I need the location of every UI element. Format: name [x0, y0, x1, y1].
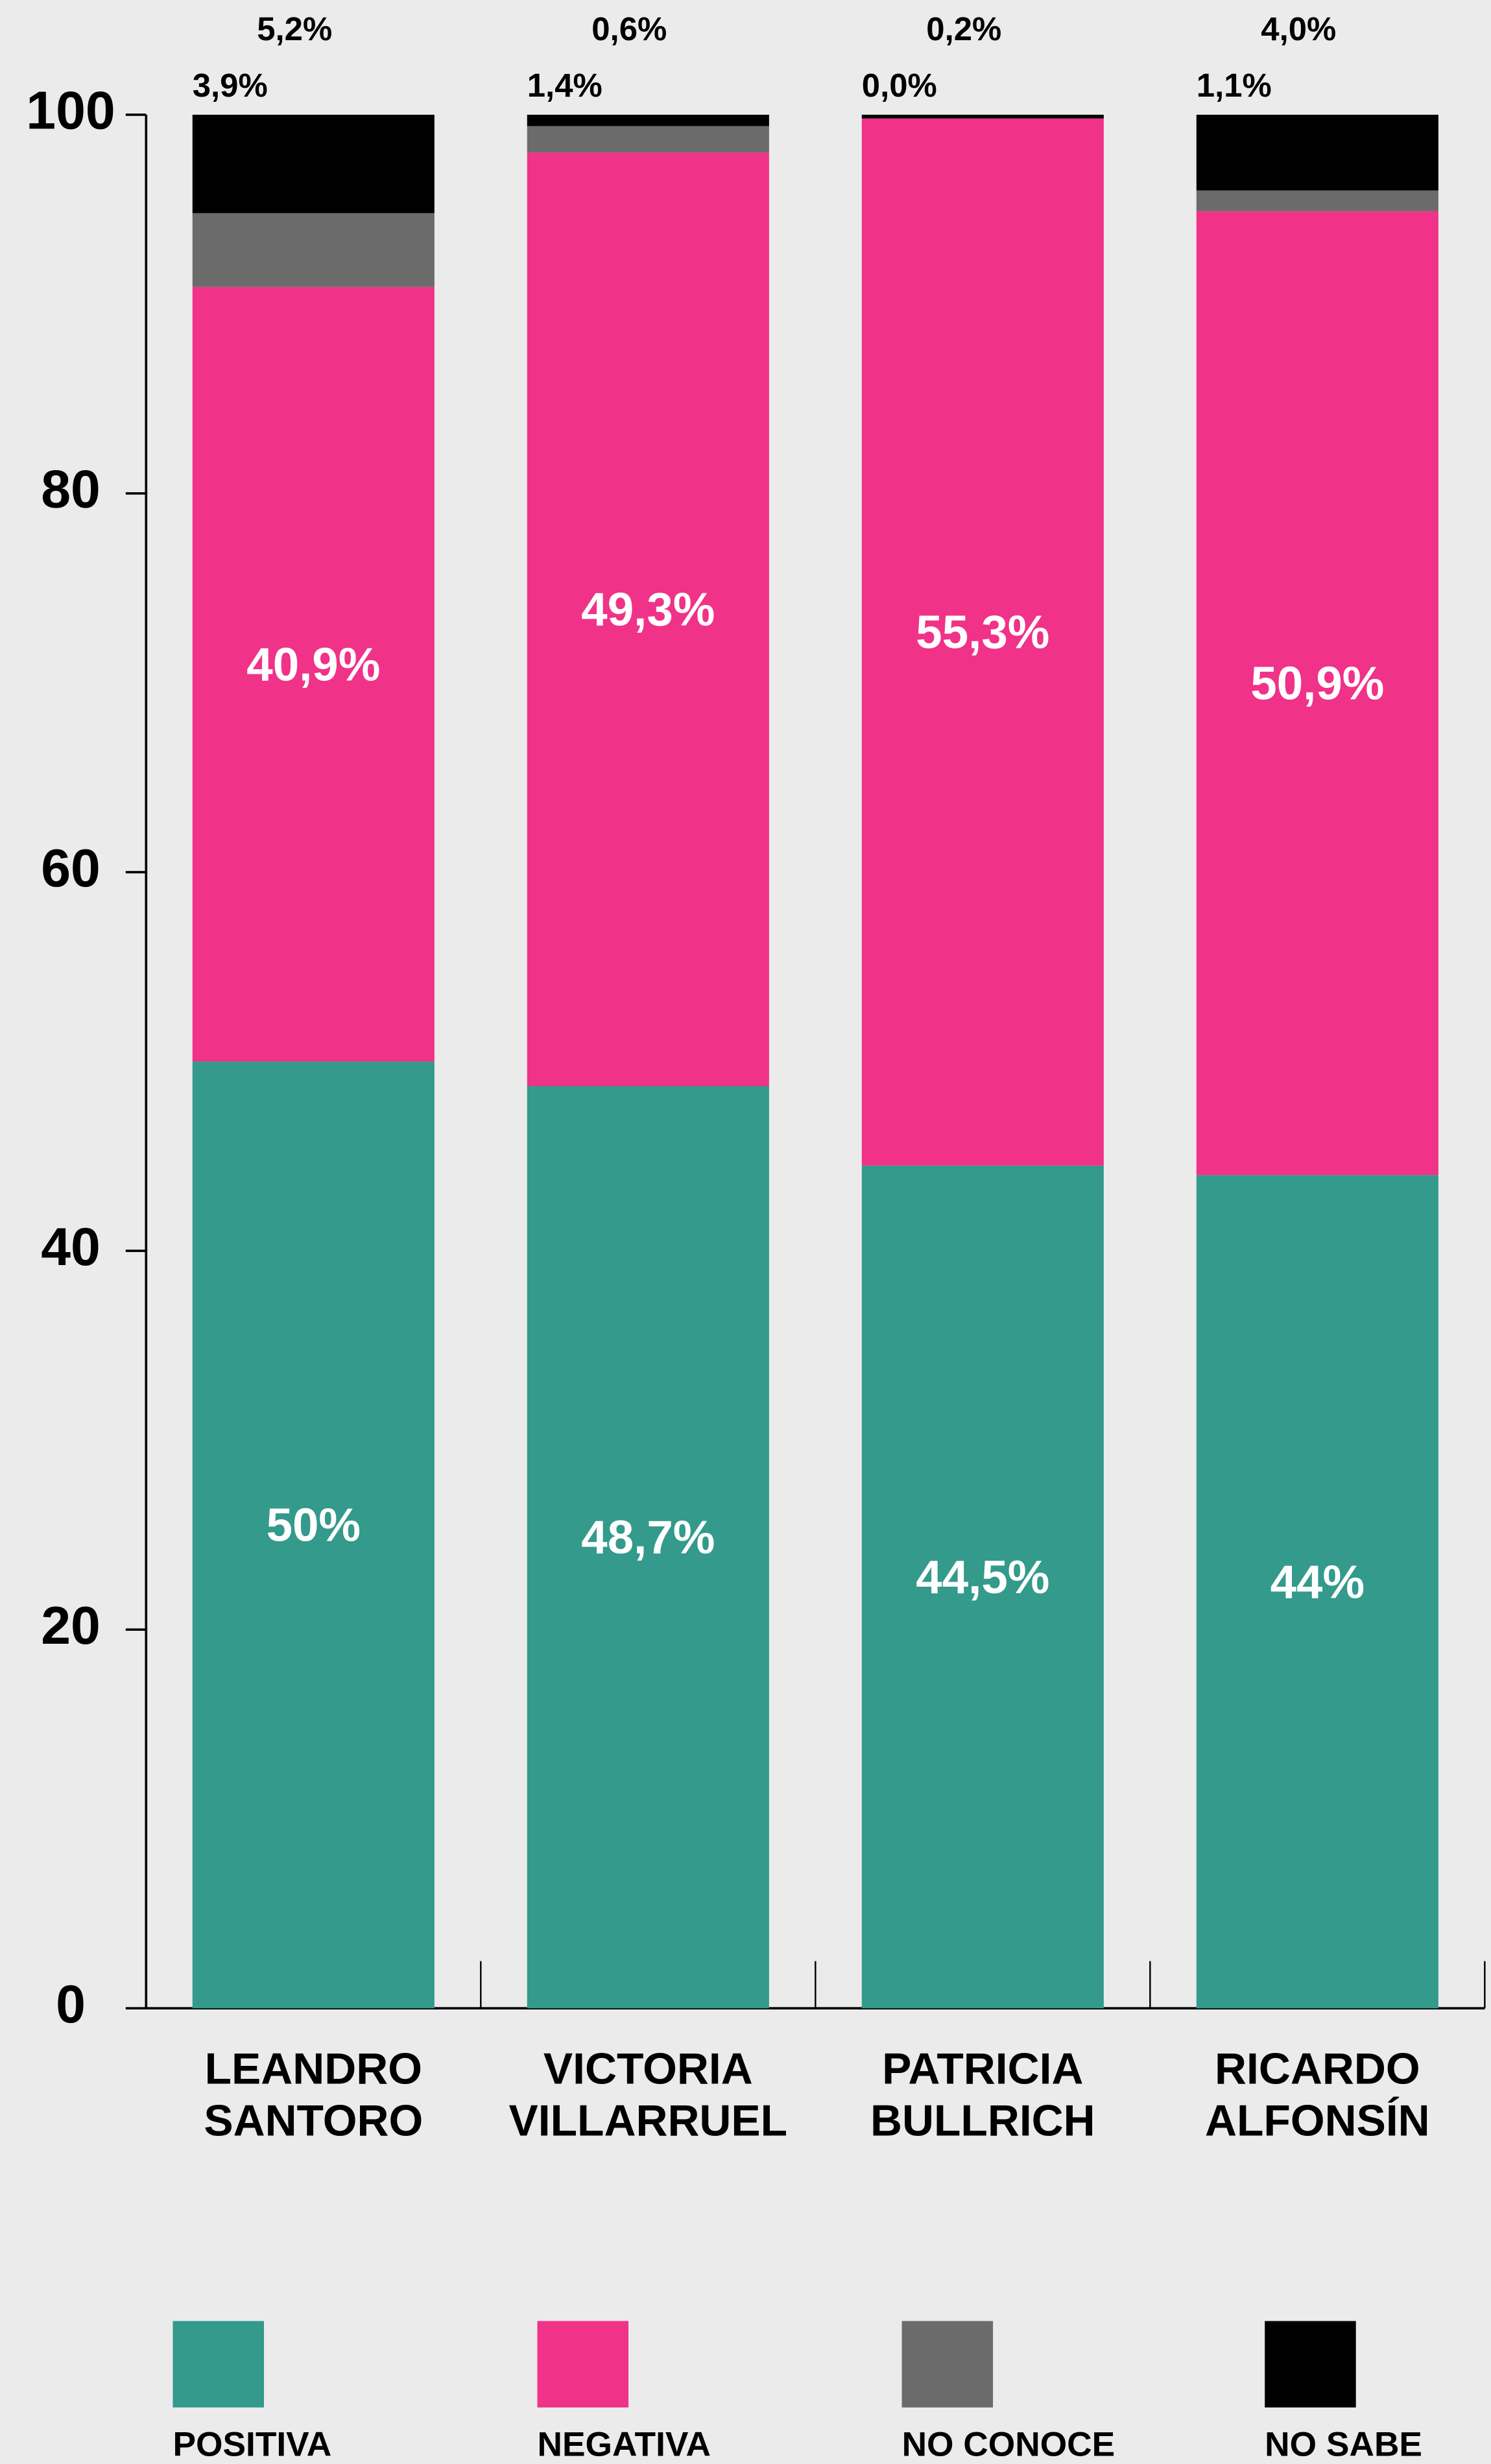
legend-swatch — [1265, 2321, 1356, 2408]
value-label: 0,2% — [926, 10, 1001, 47]
value-label: 1,4% — [527, 67, 602, 104]
value-label: 48,7% — [581, 1511, 715, 1564]
value-label: 5,2% — [257, 10, 332, 47]
y-tick-label: 100 — [26, 81, 115, 141]
value-label: 0,6% — [591, 10, 667, 47]
bar-segment — [192, 1061, 435, 2009]
value-label: 50,9% — [1250, 657, 1384, 710]
bar-segment — [861, 114, 1104, 119]
bar-segment — [527, 1086, 769, 2009]
value-label: 4,0% — [1261, 10, 1336, 47]
x-tick-label: LEANDRO SANTORO — [204, 2044, 423, 2146]
bar-segment — [861, 1165, 1104, 2009]
bar-segment — [527, 152, 769, 1087]
legend-label: NEGATIVA — [538, 2425, 711, 2463]
bar-segment — [192, 114, 435, 213]
y-tick-label: 80 — [41, 460, 101, 519]
bar-segment — [1196, 114, 1438, 191]
value-label: 49,3% — [581, 584, 715, 636]
value-label: 1,1% — [1197, 67, 1272, 104]
y-tick-label: 40 — [41, 1217, 101, 1277]
value-label: 40,9% — [246, 638, 380, 691]
bar-segment — [527, 114, 769, 126]
bar-segment — [527, 126, 769, 153]
y-tick-label: 60 — [41, 838, 101, 898]
bar-segment — [192, 213, 435, 287]
legend-label: NO CONOCE — [902, 2425, 1115, 2463]
legend-label: NO SABE — [1265, 2425, 1422, 2463]
value-label: 55,3% — [916, 606, 1049, 659]
value-label: 44% — [1270, 1556, 1365, 1608]
bar-segment — [192, 287, 435, 1062]
value-label: 3,9% — [193, 67, 268, 104]
value-label: 44,5% — [916, 1551, 1049, 1604]
y-tick-label: 0 — [56, 1974, 86, 2034]
legend-swatch — [173, 2321, 264, 2408]
bar-segment — [1196, 190, 1438, 211]
legend-label: POSITIVA — [173, 2425, 331, 2463]
bar-segment — [861, 118, 1104, 1166]
x-tick-label: PATRICIA BULLRICH — [870, 2044, 1095, 2146]
value-label: 50% — [267, 1499, 361, 1552]
x-tick-label: VICTORIA VILLARRUEL — [508, 2044, 788, 2146]
y-tick-label: 20 — [41, 1596, 101, 1655]
legend-swatch — [901, 2321, 994, 2408]
bar-segment — [1196, 211, 1438, 1176]
bar-segment — [1196, 1175, 1438, 2009]
legend-swatch — [537, 2321, 629, 2408]
value-label: 0,0% — [862, 67, 937, 104]
x-tick-label: RICARDO ALFONSÍN — [1204, 2044, 1430, 2146]
